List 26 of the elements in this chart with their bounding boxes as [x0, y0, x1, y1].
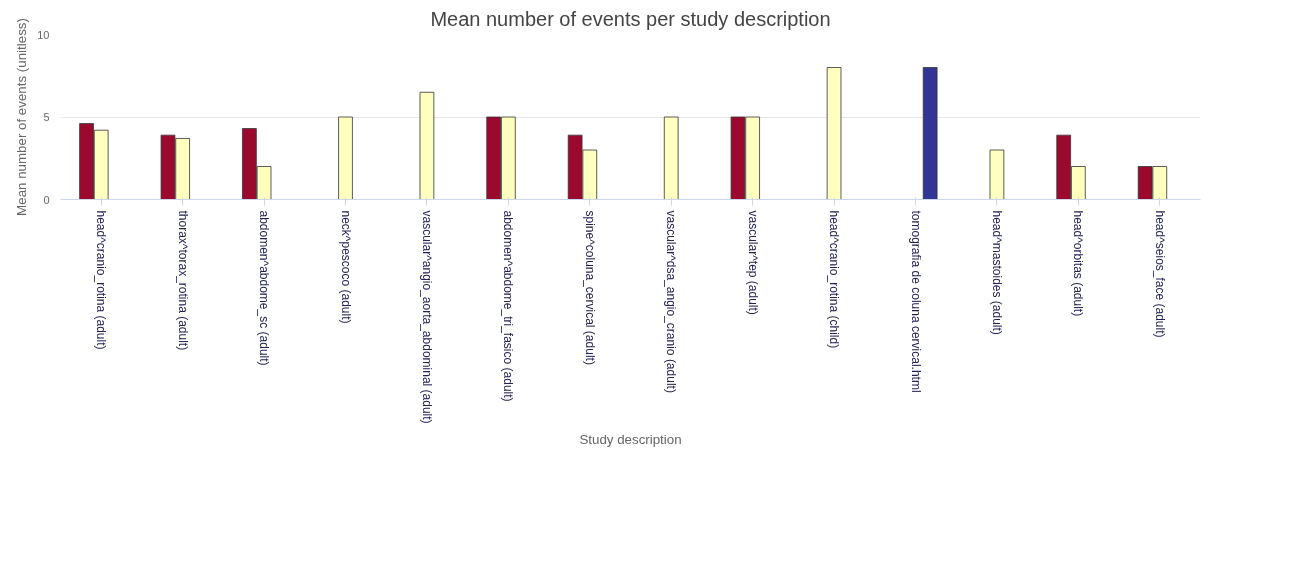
x-tick-label: head^orbitas (adult)	[1071, 210, 1086, 317]
x-tick-label: vascular^tep (adult)	[745, 210, 760, 315]
chart-title: Mean number of events per study description	[430, 7, 831, 30]
x-tick-label: head^seios_face (adult)	[1152, 210, 1167, 338]
x-tick-label: vascular^dsa_angio_cranio (adult)	[664, 210, 679, 393]
bar	[419, 91, 435, 200]
x-tick-label: head^cranio_rotina (adult)	[94, 210, 109, 350]
x-tick-label: abdomen^abdome_tri_fasico (adult)	[501, 210, 516, 402]
bar	[989, 149, 1005, 200]
x-tick-label: spine^coluna_cervical (adult)	[582, 210, 597, 365]
y-tick-label: 5	[43, 111, 50, 123]
x-tick-label: abdomen^abdome_sc (adult)	[257, 210, 272, 366]
y-axis-title: Mean number of events (unitless)	[14, 18, 30, 216]
bar	[663, 116, 679, 200]
x-tick-label: thorax^torax_rotina (adult)	[175, 210, 190, 351]
x-tick-label: tomografia de coluna cervical.html	[908, 210, 923, 393]
y-tick-label: 0	[43, 193, 50, 206]
x-tick-label: vascular^angio_aorta_abdominal (adult)	[419, 210, 434, 424]
x-tick-label: head^cranio_rotina (child)	[827, 210, 842, 349]
bar	[338, 116, 353, 200]
x-tick-label: neck^pescoco (adult)	[338, 210, 353, 324]
x-axis-title: Study description	[579, 431, 682, 447]
bar	[826, 67, 842, 200]
bar	[922, 67, 938, 200]
x-tick-label: head^mastoides (adult)	[989, 210, 1004, 335]
y-tick-label: 10	[37, 28, 50, 41]
